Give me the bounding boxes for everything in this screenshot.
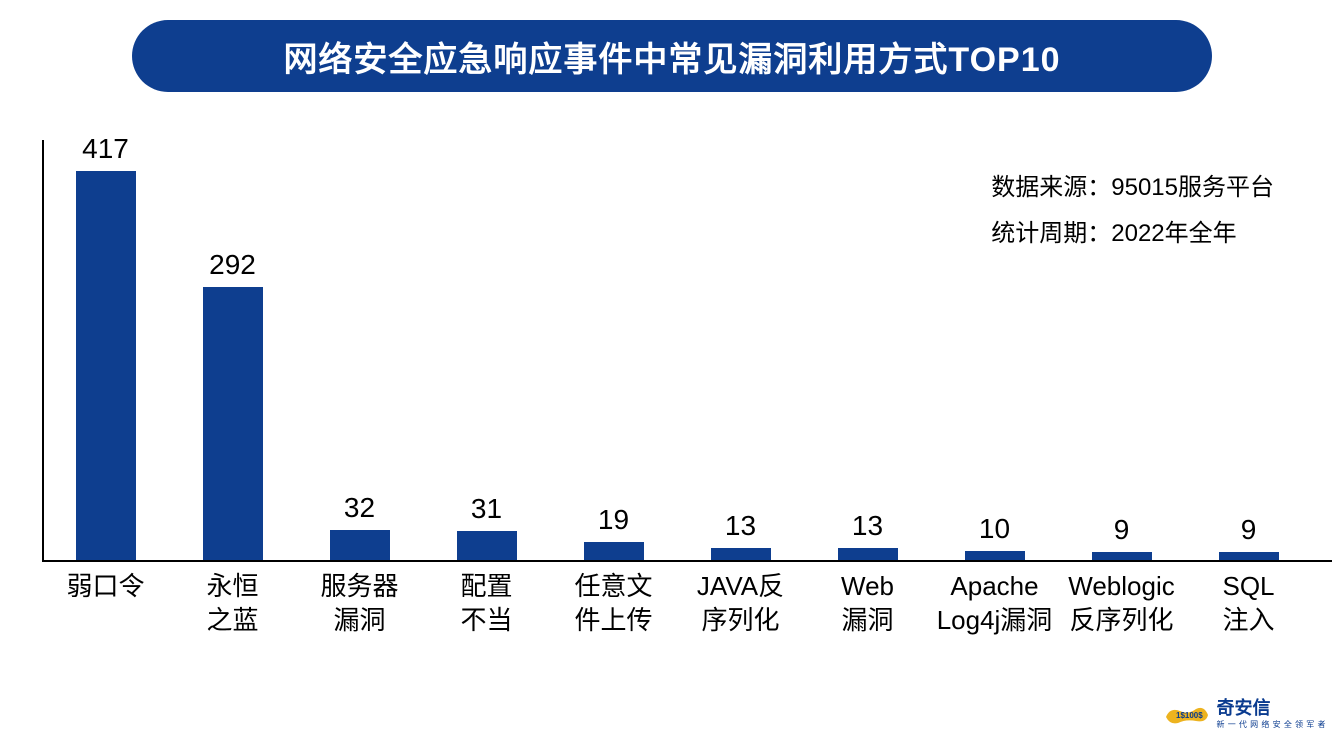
x-axis-label: 服务器 漏洞 xyxy=(296,570,423,638)
bar-value-label: 417 xyxy=(82,133,129,165)
bar-group: 417 xyxy=(42,133,169,560)
bar-group: 32 xyxy=(296,492,423,560)
data-period: 统计周期：2022年全年 xyxy=(991,211,1274,257)
bar-value-label: 19 xyxy=(598,504,629,536)
title-banner: 网络安全应急响应事件中常见漏洞利用方式TOP10 xyxy=(132,20,1212,92)
bar-value-label: 13 xyxy=(852,510,883,542)
x-axis-label: 配置 不当 xyxy=(423,570,550,638)
bar-value-label: 292 xyxy=(209,249,256,281)
x-axis-label: SQL 注入 xyxy=(1185,570,1312,638)
bar-value-label: 31 xyxy=(471,493,502,525)
bar-group: 13 xyxy=(804,510,931,560)
bar xyxy=(330,530,390,560)
page-title: 网络安全应急响应事件中常见漏洞利用方式TOP10 xyxy=(283,32,1060,81)
x-axis-label: 永恒 之蓝 xyxy=(169,570,296,638)
bar-value-label: 13 xyxy=(725,510,756,542)
logo-text: 奇安信 新 一 代 网 络 安 全 领 军 者 xyxy=(1216,699,1326,730)
bar-value-label: 10 xyxy=(979,513,1010,545)
data-source: 数据来源：95015服务平台 xyxy=(991,165,1274,211)
x-axis-label: 任意文 件上传 xyxy=(550,570,677,638)
bar-group: 31 xyxy=(423,493,550,560)
x-axis-label: 弱口令 xyxy=(42,570,169,638)
chart-meta: 数据来源：95015服务平台 统计周期：2022年全年 xyxy=(991,165,1274,256)
bar-group: 9 xyxy=(1058,514,1185,560)
bar-group: 13 xyxy=(677,510,804,560)
footer-logo: 1$100$ 奇安信 新 一 代 网 络 安 全 领 军 者 xyxy=(1162,699,1326,730)
x-axis-label: Web 漏洞 xyxy=(804,570,931,638)
bar xyxy=(838,548,898,560)
x-axis-label: JAVA反 序列化 xyxy=(677,570,804,638)
bar xyxy=(203,287,263,560)
bar-group: 19 xyxy=(550,504,677,560)
x-labels: 弱口令永恒 之蓝服务器 漏洞配置 不当任意文 件上传JAVA反 序列化Web 漏… xyxy=(42,570,1312,638)
bar xyxy=(457,531,517,560)
svg-text:1$100$: 1$100$ xyxy=(1176,711,1203,720)
logo-icon: 1$100$ xyxy=(1162,701,1210,729)
x-axis-label: Weblogic 反序列化 xyxy=(1058,570,1185,638)
bar xyxy=(1219,552,1279,560)
bar-value-label: 32 xyxy=(344,492,375,524)
bar xyxy=(1092,552,1152,560)
bar xyxy=(711,548,771,560)
bar-value-label: 9 xyxy=(1241,514,1257,546)
bar-value-label: 9 xyxy=(1114,514,1130,546)
bar xyxy=(76,171,136,560)
x-axis xyxy=(42,560,1332,562)
logo-main-text: 奇安信 xyxy=(1216,699,1270,717)
logo-sub-text: 新 一 代 网 络 安 全 领 军 者 xyxy=(1216,719,1326,730)
bar xyxy=(965,551,1025,560)
bar-group: 10 xyxy=(931,513,1058,560)
bar xyxy=(584,542,644,560)
bar-group: 9 xyxy=(1185,514,1312,560)
bar-group: 292 xyxy=(169,249,296,560)
x-axis-label: Apache Log4j漏洞 xyxy=(931,570,1058,638)
